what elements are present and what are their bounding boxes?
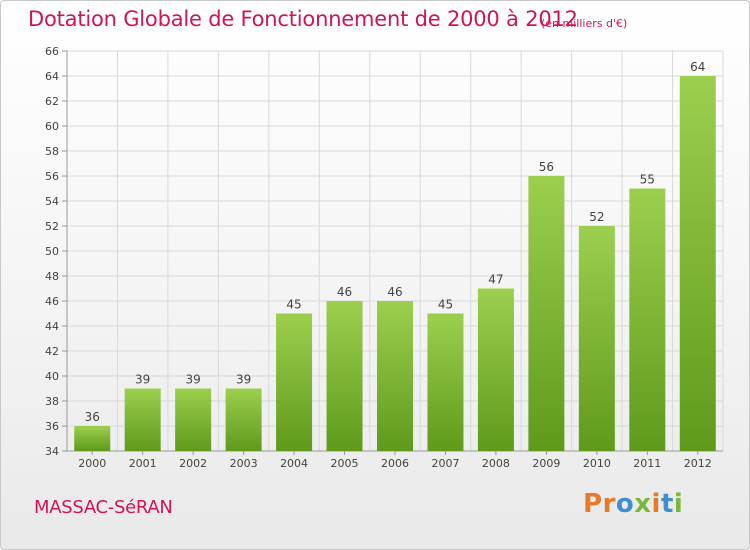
y-tick-label: 60 — [45, 120, 59, 133]
data-label: 46 — [387, 285, 402, 299]
y-tick-label: 36 — [45, 420, 59, 433]
y-tick-label: 50 — [45, 245, 59, 258]
chart-title: Dotation Globale de Fonctionnement de 20… — [28, 7, 578, 31]
data-label: 39 — [135, 373, 150, 387]
brand-letter: o — [615, 489, 635, 519]
x-tick-label: 2010 — [583, 457, 611, 470]
chart-unit: (en milliers d'€) — [541, 17, 628, 30]
y-tick-label: 38 — [45, 395, 59, 408]
x-tick-label: 2008 — [482, 457, 510, 470]
data-label: 55 — [640, 173, 655, 187]
x-tick-label: 2009 — [532, 457, 560, 470]
bars — [74, 76, 716, 451]
data-label: 46 — [337, 285, 352, 299]
data-label: 39 — [186, 373, 201, 387]
data-labels: 36 39 39 39 45 46 46 45 47 56 52 55 64 — [85, 60, 706, 424]
brand-letter: x — [634, 489, 652, 519]
y-tick-labels: 34 36 38 40 42 44 46 48 50 52 54 56 58 60 62 64 66 — [45, 45, 59, 458]
y-tick-label: 48 — [45, 270, 59, 283]
x-tick-labels: 2000 2001 2002 2003 2004 2005 2006 2007 2008 2009… — [78, 457, 712, 470]
data-label: 39 — [236, 373, 251, 387]
y-tick-label: 46 — [45, 295, 59, 308]
bar — [124, 388, 161, 451]
bar — [578, 226, 615, 451]
y-tick-label: 44 — [45, 320, 59, 333]
brand-logo: Proxiti — [583, 489, 683, 519]
x-tick-label: 2002 — [179, 457, 207, 470]
x-tick-label: 2001 — [129, 457, 157, 470]
data-label: 36 — [85, 410, 100, 424]
x-tick-label: 2011 — [633, 457, 661, 470]
y-tick-label: 34 — [45, 445, 59, 458]
bar — [629, 188, 666, 451]
x-tick-label: 2012 — [684, 457, 712, 470]
data-label: 52 — [589, 210, 604, 224]
y-tick-label: 54 — [45, 195, 59, 208]
bar — [225, 388, 262, 451]
brand-letter: i — [673, 489, 684, 519]
data-label: 45 — [438, 298, 453, 312]
x-tick-label: 2004 — [280, 457, 308, 470]
bar — [528, 176, 565, 451]
y-tick-label: 62 — [45, 95, 59, 108]
bar — [74, 426, 111, 451]
x-tick-label: 2000 — [78, 457, 106, 470]
y-tick-label: 58 — [45, 145, 59, 158]
data-label: 45 — [286, 298, 301, 312]
bar — [276, 313, 313, 451]
bar — [326, 301, 363, 451]
brand-letter: P — [583, 489, 603, 519]
data-label: 47 — [488, 273, 503, 287]
y-tick-label: 56 — [45, 170, 59, 183]
x-tick-label: 2005 — [331, 457, 359, 470]
x-tick-label: 2003 — [230, 457, 258, 470]
data-label: 64 — [690, 60, 705, 74]
brand-letter: i — [651, 489, 661, 519]
x-tick-label: 2006 — [381, 457, 409, 470]
bar — [427, 313, 464, 451]
commune-name: MASSAC-SéRAN — [34, 497, 173, 518]
brand-letter: t — [660, 489, 674, 519]
bar — [477, 288, 514, 451]
y-tick-label: 64 — [45, 70, 59, 83]
y-tick-label: 52 — [45, 220, 59, 233]
x-tick-label: 2007 — [431, 457, 459, 470]
data-label: 56 — [539, 160, 554, 174]
y-tick-label: 42 — [45, 345, 59, 358]
y-tick-label: 66 — [45, 45, 59, 58]
bar — [175, 388, 212, 451]
brand-letter: r — [602, 489, 616, 519]
y-tick-label: 40 — [45, 370, 59, 383]
bar — [679, 76, 716, 451]
bar — [377, 301, 413, 451]
